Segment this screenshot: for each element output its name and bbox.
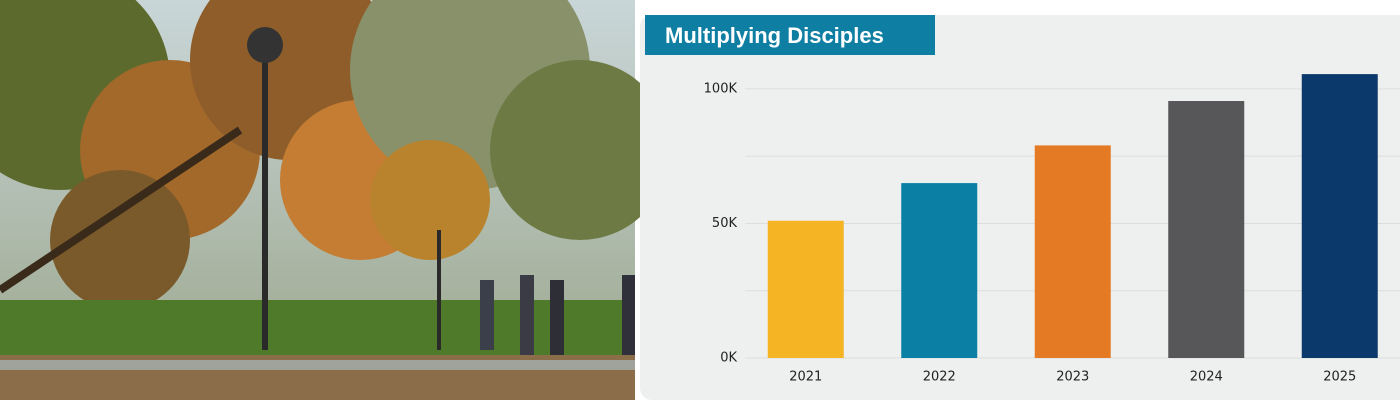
x-tick-label: 2023 bbox=[1056, 370, 1089, 385]
chart-panel bbox=[640, 15, 1400, 400]
x-tick-label: 2024 bbox=[1190, 370, 1223, 385]
y-tick-label: 50K bbox=[712, 216, 738, 231]
bar bbox=[1034, 145, 1111, 358]
x-tick-label: 2022 bbox=[923, 370, 956, 385]
park-photo bbox=[0, 0, 670, 400]
y-tick-label: 100K bbox=[704, 81, 738, 96]
x-tick-label: 2025 bbox=[1323, 370, 1356, 385]
plot: 0K 50K 100K 2021 2022 2023 2024 2025 bbox=[704, 74, 1400, 385]
bar bbox=[1168, 101, 1245, 358]
y-tick-label: 0K bbox=[720, 351, 737, 366]
x-tick-label: 2021 bbox=[789, 370, 822, 385]
bar bbox=[767, 220, 844, 358]
bar bbox=[1301, 74, 1378, 358]
chart-title: Multiplying Disciples bbox=[665, 23, 884, 48]
title-box bbox=[645, 15, 935, 55]
bar bbox=[901, 183, 978, 358]
